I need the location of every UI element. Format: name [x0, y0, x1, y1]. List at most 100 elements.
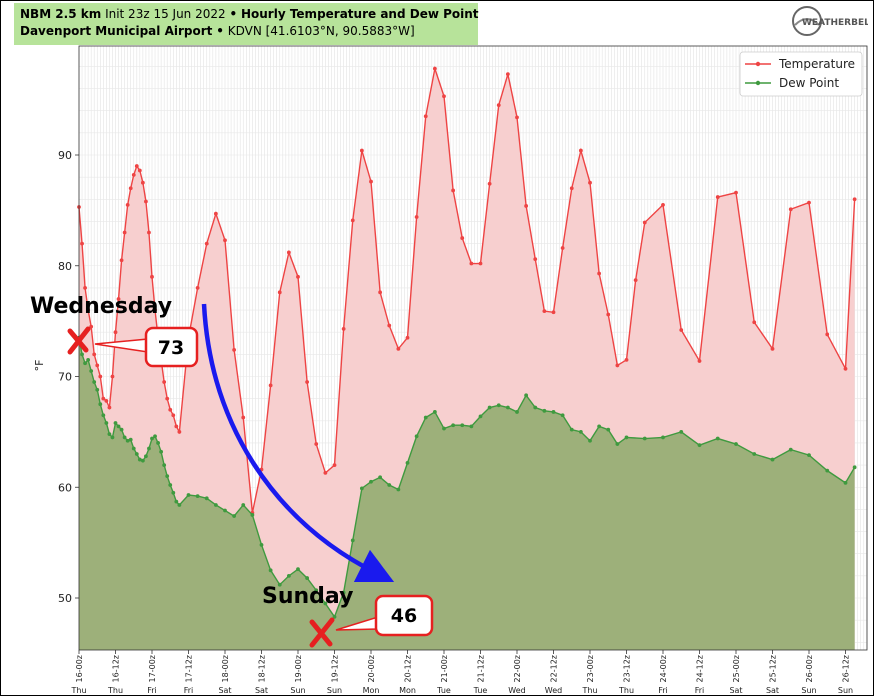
dewpoint-point [715, 436, 720, 441]
dewpoint-point [350, 538, 355, 543]
dewpoint-point [734, 442, 738, 446]
x-tick-label: 26-00z [805, 655, 814, 682]
dewpoint-point [542, 408, 547, 413]
dewpoint-point [496, 403, 501, 408]
dewpoint-point [606, 427, 611, 432]
dewpoint-point [296, 567, 300, 572]
dewpoint-point [378, 475, 383, 480]
annotation-sunday-label: Sunday [262, 584, 353, 609]
temperature-point [134, 164, 139, 168]
temperature-point [195, 286, 200, 290]
dewpoint-point [159, 449, 164, 454]
dewpoint-point [119, 427, 124, 432]
temperature-point [697, 359, 702, 363]
dewpoint-point [92, 380, 97, 384]
temperature-point [451, 188, 456, 193]
temperature-point [423, 114, 428, 119]
legend: Temperature Dew Point [739, 51, 863, 97]
dewpoint-point [332, 614, 337, 619]
dewpoint-point [195, 494, 200, 499]
dewpoint-point [642, 436, 647, 441]
temperature-point [204, 241, 209, 246]
temperature-point [442, 94, 446, 99]
temperature-point [113, 330, 118, 335]
temperature-point [98, 374, 103, 379]
x-day-label: Fri [184, 686, 194, 695]
dewpoint-point [396, 487, 401, 492]
x-day-label: Sat [729, 686, 742, 695]
dewpoint-point [578, 429, 583, 434]
dewpoint-point [153, 434, 157, 439]
temperature-point [107, 405, 112, 410]
temperature-point [770, 346, 775, 351]
annotations: Wednesday 73 Sunday 46 [30, 294, 434, 648]
temperature-point [478, 261, 483, 266]
title-line-1: NBM 2.5 km Init 23z 15 Jun 2022 • Hourly… [20, 7, 479, 21]
temperature-point [89, 324, 94, 329]
temperature-point [213, 211, 218, 216]
dewpoint-point [852, 465, 857, 470]
temperature-point [137, 168, 142, 173]
logo-text: WEATHERBELL [802, 18, 868, 28]
temperature-point [807, 200, 811, 205]
callout-box-sunday [374, 594, 434, 637]
dewpoint-point [80, 352, 84, 357]
dewpoint-point [147, 446, 151, 451]
temperature-point [128, 186, 133, 191]
x-tick-label: 17-00z [148, 655, 157, 682]
dewpoint-point [597, 424, 602, 429]
dewpoint-point [125, 438, 130, 443]
x-day-label: Sun [327, 686, 342, 695]
temperature-point [147, 230, 151, 235]
temperature-point [83, 286, 87, 290]
temperature-point [496, 103, 501, 108]
dewpoint-point [405, 460, 410, 465]
temperature-point [125, 202, 130, 207]
axes: 50 60 70 80 90 °F 16-00z Thu 16-12z Thu 17-00z Fri 1… [33, 45, 868, 695]
temperature-point [661, 202, 665, 207]
x-tick-label: 18-00z [221, 655, 230, 682]
dewpoint-point [478, 414, 483, 419]
temperature-point [104, 398, 109, 403]
temperature-point [80, 241, 84, 246]
temperature-point [341, 326, 346, 331]
station-coords: KDVN [41.6103°N, 90.5883°W] [227, 24, 415, 38]
temperature-point [642, 220, 647, 225]
dewpoint-point [624, 435, 629, 440]
dewpoint-point [487, 405, 492, 410]
temperature-point [119, 258, 124, 263]
x-day-label: Thu [107, 686, 123, 695]
x-tick-label: 21-00z [440, 655, 449, 682]
temperature-point [305, 380, 310, 384]
x-day-label: Wed [508, 686, 525, 695]
temperature-point [588, 180, 592, 185]
y-tick-label: 70 [58, 371, 72, 384]
temperature-point [633, 278, 638, 283]
temperature-point [171, 413, 176, 418]
x-tick-label: 23-12z [623, 655, 632, 682]
temperature-point [405, 335, 410, 340]
weatherbell-logo: WEATHERBELL [790, 4, 876, 38]
temperature-point [624, 357, 629, 362]
dewpoint-point [83, 361, 87, 366]
y-tick-label: 90 [58, 149, 72, 162]
x-day-label: Fri [695, 686, 705, 695]
dewpoint-point [460, 423, 465, 428]
dewpoint-point [533, 405, 538, 410]
callout-value-sunday: 46 [391, 605, 417, 627]
temperature-point [232, 348, 237, 352]
temperature-point [551, 310, 556, 315]
legend-temperature-label: Temperature [778, 57, 855, 71]
y-tick-label: 80 [58, 260, 72, 273]
dewpoint-point [104, 421, 109, 425]
x-day-label: Thu [618, 686, 634, 695]
temperature-point [843, 366, 848, 371]
temperature-point [825, 332, 830, 337]
temperature-point [86, 308, 91, 312]
dewpoint-point [369, 479, 373, 484]
temperature-point [469, 261, 474, 266]
temperature-point [122, 230, 127, 235]
dewpoint-point [286, 573, 291, 578]
temperature-point [150, 274, 154, 279]
annotation-wednesday-label: Wednesday [30, 294, 172, 319]
